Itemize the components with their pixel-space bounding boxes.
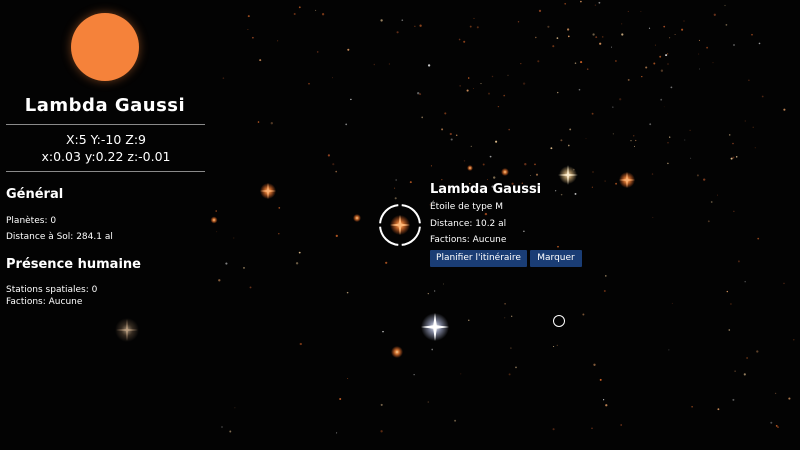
star-orange[interactable] [353,214,361,222]
plan-route-button[interactable]: Planifier l'itinéraire [430,250,527,267]
system-name-title: Lambda Gaussi [24,95,186,116]
grid-coordinates: X:5 Y:-10 Z:9 [65,132,146,147]
background-star-dust [215,0,795,434]
star-white[interactable] [421,313,449,341]
popup-star-type: Étoile de type M [430,202,503,212]
star-orange[interactable] [467,165,473,171]
popup-star-name: Lambda Gaussi [430,182,542,197]
planets-count: Planètes: 0 [6,216,57,226]
selected-star-lambda-gaussi[interactable] [379,204,421,246]
human-presence-section-title: Présence humaine [6,257,141,272]
star-orange[interactable] [260,183,276,199]
divider [6,171,205,172]
general-section-title: Général [6,187,64,202]
star-orange[interactable] [210,216,218,224]
precise-coordinates: x:0.03 y:0.22 z:-0.01 [41,149,171,164]
star-dim[interactable] [115,318,139,342]
star-orange[interactable] [501,168,509,176]
target-reticle [379,204,421,246]
mark-button[interactable]: Marquer [530,250,582,267]
distance-to-sol: Distance à Sol: 284.1 al [6,232,113,242]
popup-factions: Factions: Aucune [430,235,507,245]
space-stations-count: Stations spatiales: 0 [6,285,98,295]
star-pale[interactable] [558,165,578,185]
divider [6,124,205,125]
popup-distance: Distance: 10.2 al [430,219,507,229]
cursor-ring-icon [553,315,565,327]
star-preview-sphere [71,13,139,81]
star-orange[interactable] [391,346,403,358]
factions-info: Factions: Aucune [6,297,83,307]
star-orange[interactable] [619,172,635,188]
